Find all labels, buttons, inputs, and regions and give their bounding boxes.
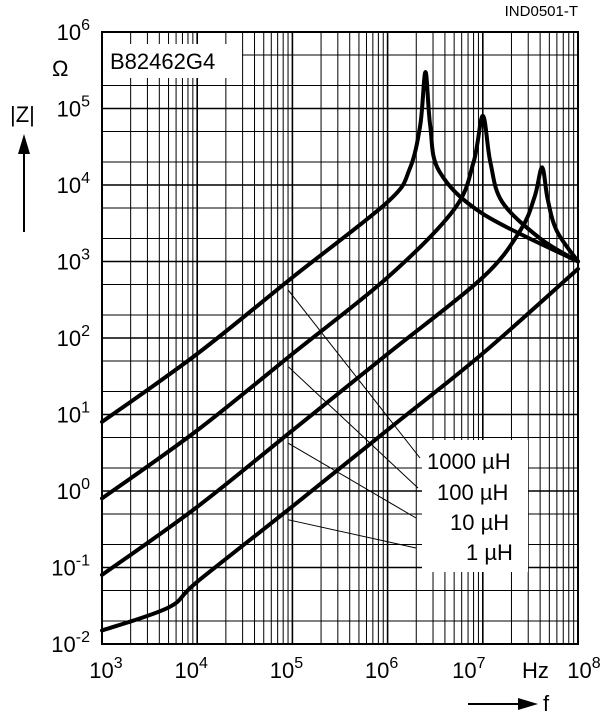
y-axis-unit: Ω (52, 56, 68, 81)
x-tick-label: 105 (270, 655, 303, 683)
legend-box: 1000 µH 100 µH 10 µH 1 µH (422, 440, 528, 572)
part-number-box (102, 44, 242, 78)
x-tick-label: 103 (89, 655, 122, 683)
leader-line (288, 519, 417, 549)
y-tick-label: 104 (57, 170, 90, 198)
y-tick-label: 102 (57, 323, 90, 351)
x-axis-label: f (543, 691, 550, 715)
y-tick-label: 10-2 (51, 629, 90, 657)
leader-line (288, 442, 417, 519)
legend-label-100uh: 100 µH (437, 480, 508, 505)
series-curves (100, 70, 580, 633)
plot-frame (101, 31, 579, 645)
y-tick-label: 100 (57, 476, 90, 504)
series-line-1 (100, 113, 580, 501)
x-tick-label: 108 (567, 655, 600, 683)
tick-labels: 10-2 10-1 100 101 102 103 104 105 106 103 104 105 10… (51, 17, 601, 683)
series-line-3 (100, 266, 580, 633)
y-tick-label: 10-1 (51, 553, 90, 581)
y-tick-label: 106 (57, 17, 90, 45)
series-line-2 (100, 165, 580, 577)
legend-label-1000uh: 1000 µH (427, 449, 511, 474)
y-tick-label: 101 (57, 400, 90, 428)
y-axis-label: |Z| (10, 102, 35, 127)
leader-line (288, 290, 421, 459)
x-axis-arrow (468, 698, 538, 710)
leader-lines (288, 290, 421, 549)
x-tick-label: 107 (452, 655, 485, 683)
part-number: B82462G4 (110, 49, 215, 74)
legend-label-1uh: 1 µH (466, 540, 513, 565)
x-tick-label: 104 (175, 655, 208, 683)
y-tick-label: 103 (57, 247, 90, 275)
document-code: IND0501-T (505, 3, 578, 20)
x-axis-unit: Hz (522, 658, 549, 683)
y-axis-arrow (18, 134, 30, 232)
x-unit-box (520, 658, 554, 684)
series-line-0 (100, 70, 580, 424)
leader-line (288, 366, 419, 489)
x-tick-label: 106 (365, 655, 398, 683)
legend-label-10uh: 10 µH (450, 510, 509, 535)
y-tick-label: 105 (57, 94, 90, 122)
